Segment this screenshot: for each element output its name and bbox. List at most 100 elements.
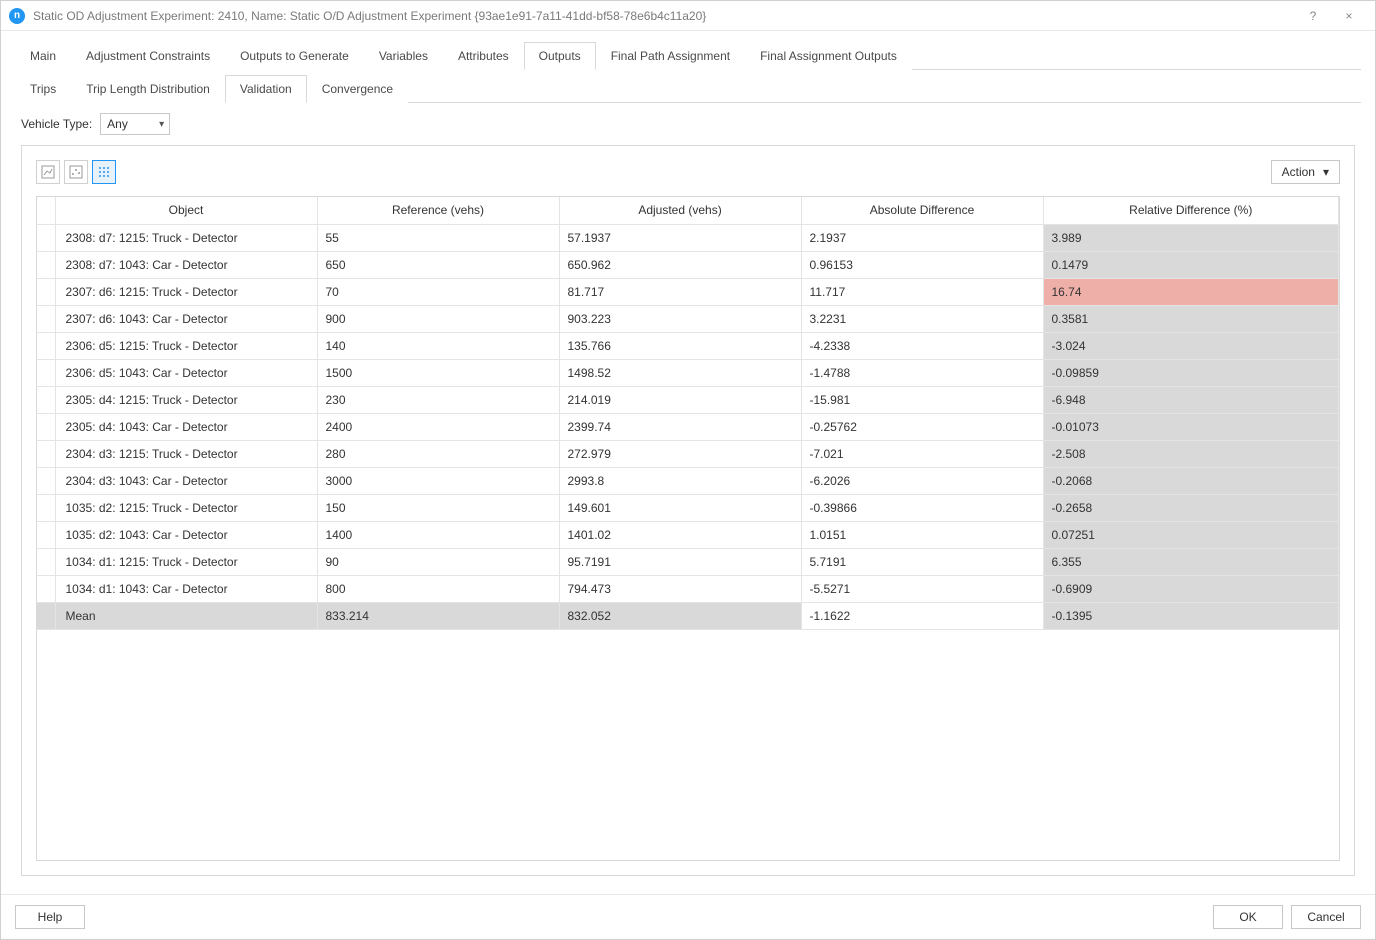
col-reference-vehs-[interactable]: Reference (vehs) bbox=[317, 197, 559, 224]
table-row[interactable]: 1035: d2: 1215: Truck - Detector150149.6… bbox=[37, 494, 1339, 521]
tab-variables[interactable]: Variables bbox=[364, 42, 443, 70]
cell-object: 1035: d2: 1215: Truck - Detector bbox=[55, 494, 317, 521]
subtab-trips[interactable]: Trips bbox=[15, 75, 71, 103]
cell-adjusted: 903.223 bbox=[559, 305, 801, 332]
cell-relative: 6.355 bbox=[1043, 548, 1339, 575]
cell-absolute: -0.39866 bbox=[801, 494, 1043, 521]
cell-adjusted: 2399.74 bbox=[559, 413, 801, 440]
cell-object: Mean bbox=[55, 602, 317, 629]
subtab-validation[interactable]: Validation bbox=[225, 75, 307, 103]
cell-adjusted: 1401.02 bbox=[559, 521, 801, 548]
chart-scatter-icon bbox=[69, 165, 83, 179]
cell-relative: -0.2658 bbox=[1043, 494, 1339, 521]
table-row[interactable]: 2304: d3: 1215: Truck - Detector280272.9… bbox=[37, 440, 1339, 467]
cell-absolute: -5.5271 bbox=[801, 575, 1043, 602]
cell-reference: 650 bbox=[317, 251, 559, 278]
table-row[interactable]: 1035: d2: 1043: Car - Detector14001401.0… bbox=[37, 521, 1339, 548]
table-row[interactable]: 1034: d1: 1043: Car - Detector800794.473… bbox=[37, 575, 1339, 602]
action-label: Action bbox=[1282, 165, 1315, 179]
table-row[interactable]: 2306: d5: 1043: Car - Detector15001498.5… bbox=[37, 359, 1339, 386]
table-row[interactable]: 1034: d1: 1215: Truck - Detector9095.719… bbox=[37, 548, 1339, 575]
cell-absolute: -15.981 bbox=[801, 386, 1043, 413]
cell-absolute: -1.1622 bbox=[801, 602, 1043, 629]
tabs-top: MainAdjustment ConstraintsOutputs to Gen… bbox=[15, 41, 1361, 70]
cell-object: 1034: d1: 1043: Car - Detector bbox=[55, 575, 317, 602]
chart-line-icon bbox=[41, 165, 55, 179]
cell-reference: 833.214 bbox=[317, 602, 559, 629]
vehicle-type-row: Vehicle Type: Any bbox=[21, 113, 1355, 135]
cell-absolute: 3.2231 bbox=[801, 305, 1043, 332]
close-icon[interactable]: × bbox=[1331, 2, 1367, 30]
col-absolute-difference[interactable]: Absolute Difference bbox=[801, 197, 1043, 224]
cell-absolute: 1.0151 bbox=[801, 521, 1043, 548]
tab-final-path-assignment[interactable]: Final Path Assignment bbox=[596, 42, 745, 70]
cell-reference: 55 bbox=[317, 224, 559, 251]
cell-reference: 140 bbox=[317, 332, 559, 359]
validation-table: ObjectReference (vehs)Adjusted (vehs)Abs… bbox=[37, 197, 1339, 630]
subtab-trip-length-distribution[interactable]: Trip Length Distribution bbox=[71, 75, 225, 103]
cell-adjusted: 57.1937 bbox=[559, 224, 801, 251]
table-grid-icon bbox=[97, 165, 111, 179]
cell-adjusted: 81.717 bbox=[559, 278, 801, 305]
tab-final-assignment-outputs[interactable]: Final Assignment Outputs bbox=[745, 42, 912, 70]
vehicle-type-select[interactable]: Any bbox=[100, 113, 170, 135]
tab-outputs-to-generate[interactable]: Outputs to Generate bbox=[225, 42, 364, 70]
table-row[interactable]: 2304: d3: 1043: Car - Detector30002993.8… bbox=[37, 467, 1339, 494]
col-relative-difference-[interactable]: Relative Difference (%) bbox=[1043, 197, 1339, 224]
cell-absolute: -6.2026 bbox=[801, 467, 1043, 494]
cell-object: 1034: d1: 1215: Truck - Detector bbox=[55, 548, 317, 575]
cell-object: 2305: d4: 1043: Car - Detector bbox=[55, 413, 317, 440]
table-row[interactable]: 2308: d7: 1043: Car - Detector650650.962… bbox=[37, 251, 1339, 278]
view-mode-1-button[interactable] bbox=[36, 160, 60, 184]
cell-absolute: -1.4788 bbox=[801, 359, 1043, 386]
table-row-mean[interactable]: Mean833.214832.052-1.1622-0.1395 bbox=[37, 602, 1339, 629]
cell-adjusted: 135.766 bbox=[559, 332, 801, 359]
table-row[interactable]: 2307: d6: 1215: Truck - Detector7081.717… bbox=[37, 278, 1339, 305]
cell-relative: -0.09859 bbox=[1043, 359, 1339, 386]
col-adjusted-vehs-[interactable]: Adjusted (vehs) bbox=[559, 197, 801, 224]
cell-relative: -2.508 bbox=[1043, 440, 1339, 467]
col-object[interactable]: Object bbox=[55, 197, 317, 224]
table-row[interactable]: 2305: d4: 1043: Car - Detector24002399.7… bbox=[37, 413, 1339, 440]
cell-relative: -0.2068 bbox=[1043, 467, 1339, 494]
tab-adjustment-constraints[interactable]: Adjustment Constraints bbox=[71, 42, 225, 70]
cell-absolute: -7.021 bbox=[801, 440, 1043, 467]
table-header-row: ObjectReference (vehs)Adjusted (vehs)Abs… bbox=[37, 197, 1339, 224]
table-row[interactable]: 2305: d4: 1215: Truck - Detector230214.0… bbox=[37, 386, 1339, 413]
footer: Help OK Cancel bbox=[1, 894, 1375, 939]
vehicle-type-label: Vehicle Type: bbox=[21, 117, 92, 131]
vehicle-type-value: Any bbox=[107, 117, 128, 131]
cell-reference: 90 bbox=[317, 548, 559, 575]
table-row[interactable]: 2307: d6: 1043: Car - Detector900903.223… bbox=[37, 305, 1339, 332]
cell-object: 2306: d5: 1043: Car - Detector bbox=[55, 359, 317, 386]
table-row[interactable]: 2308: d7: 1215: Truck - Detector5557.193… bbox=[37, 224, 1339, 251]
action-button[interactable]: Action ▾ bbox=[1271, 160, 1340, 184]
tabs-sub: TripsTrip Length DistributionValidationC… bbox=[15, 74, 1361, 103]
view-mode-table-button[interactable] bbox=[92, 160, 116, 184]
cell-relative: 0.07251 bbox=[1043, 521, 1339, 548]
subtab-convergence[interactable]: Convergence bbox=[307, 75, 408, 103]
view-mode-2-button[interactable] bbox=[64, 160, 88, 184]
cell-object: 2306: d5: 1215: Truck - Detector bbox=[55, 332, 317, 359]
tab-main[interactable]: Main bbox=[15, 42, 71, 70]
table-row[interactable]: 2306: d5: 1215: Truck - Detector140135.7… bbox=[37, 332, 1339, 359]
help-button[interactable]: Help bbox=[15, 905, 85, 929]
cell-adjusted: 794.473 bbox=[559, 575, 801, 602]
ok-button[interactable]: OK bbox=[1213, 905, 1283, 929]
cell-reference: 900 bbox=[317, 305, 559, 332]
cell-relative: -3.024 bbox=[1043, 332, 1339, 359]
cell-adjusted: 1498.52 bbox=[559, 359, 801, 386]
tab-attributes[interactable]: Attributes bbox=[443, 42, 524, 70]
cell-reference: 800 bbox=[317, 575, 559, 602]
cell-absolute: -4.2338 bbox=[801, 332, 1043, 359]
cell-relative: 0.3581 bbox=[1043, 305, 1339, 332]
cell-reference: 3000 bbox=[317, 467, 559, 494]
cell-adjusted: 214.019 bbox=[559, 386, 801, 413]
cell-reference: 1500 bbox=[317, 359, 559, 386]
cell-object: 2304: d3: 1215: Truck - Detector bbox=[55, 440, 317, 467]
cell-reference: 1400 bbox=[317, 521, 559, 548]
cell-reference: 150 bbox=[317, 494, 559, 521]
tab-outputs[interactable]: Outputs bbox=[524, 42, 596, 70]
cancel-button[interactable]: Cancel bbox=[1291, 905, 1361, 929]
help-icon[interactable]: ? bbox=[1295, 2, 1331, 30]
